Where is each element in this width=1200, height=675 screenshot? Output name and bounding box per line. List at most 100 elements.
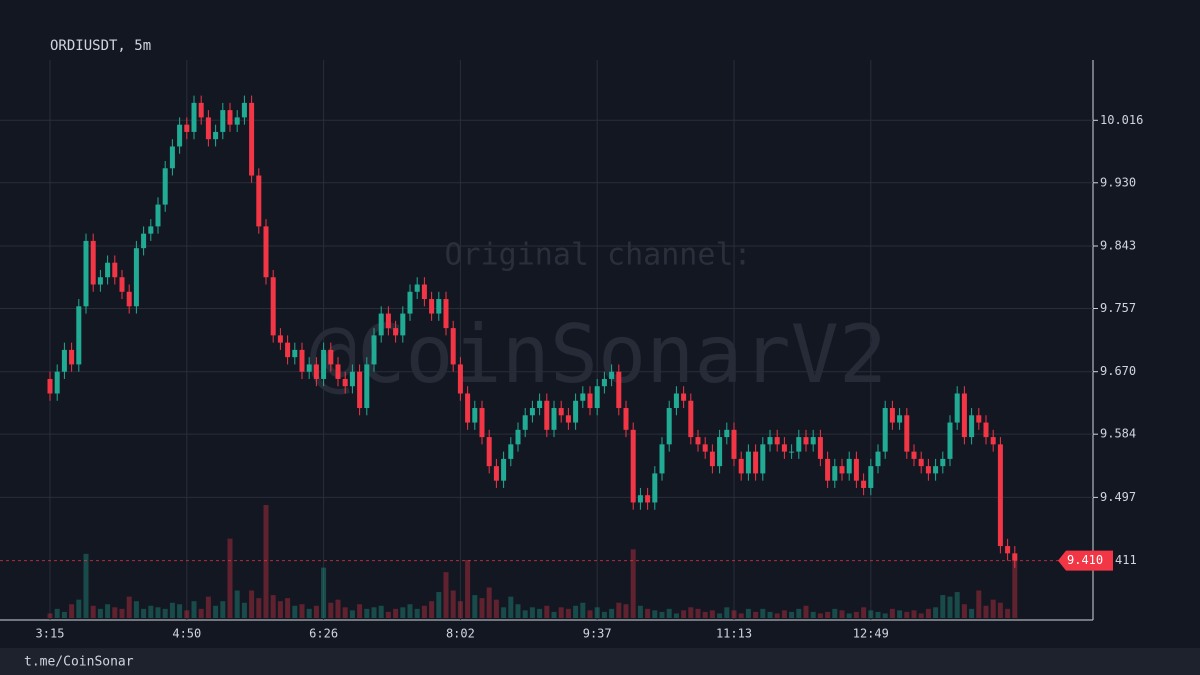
volume-bar xyxy=(925,608,931,618)
volume-bar xyxy=(760,608,766,618)
volume-bar xyxy=(155,607,161,618)
volume-bar xyxy=(213,605,219,618)
volume-bar xyxy=(61,611,67,618)
volume-bar xyxy=(263,505,269,618)
candle-body xyxy=(623,408,629,430)
candle-body xyxy=(594,386,600,409)
volume-bar xyxy=(803,605,809,618)
candle-body xyxy=(1005,546,1011,554)
candle-body xyxy=(285,342,291,358)
volume-bar xyxy=(112,607,118,618)
candle-body xyxy=(177,124,183,147)
candle-body xyxy=(486,437,492,467)
candle-body xyxy=(796,437,802,452)
volume-bar xyxy=(148,605,154,618)
volume-bar xyxy=(630,549,636,618)
volume-bar xyxy=(508,596,514,618)
candle-body xyxy=(321,349,327,379)
candle-body xyxy=(407,291,413,314)
candle-body xyxy=(695,437,701,445)
candle-body xyxy=(565,415,571,423)
volume-bar xyxy=(594,607,600,618)
volume-bar xyxy=(90,605,96,618)
candle-body xyxy=(774,437,780,445)
volume-bar xyxy=(875,611,881,618)
volume-bar xyxy=(198,608,204,618)
candle-body xyxy=(969,415,975,438)
volume-bar xyxy=(997,602,1003,618)
candle-body xyxy=(105,262,111,278)
candle-body xyxy=(357,371,363,409)
candle-body xyxy=(227,110,233,125)
candle-body xyxy=(249,102,255,176)
volume-bar xyxy=(918,613,924,618)
volume-bar xyxy=(738,613,744,618)
volume-bar xyxy=(731,610,737,618)
candle-body xyxy=(652,473,658,503)
volume-bar xyxy=(753,611,759,618)
volume-bar xyxy=(414,608,420,618)
x-tick-label: 12:49 xyxy=(853,627,889,641)
candle-body xyxy=(335,364,341,379)
candle-body xyxy=(371,335,377,365)
candle-body xyxy=(184,124,190,132)
volume-bar xyxy=(486,587,492,618)
volume-bar xyxy=(277,601,283,618)
volume-bar xyxy=(220,601,226,618)
candle-body xyxy=(349,371,355,387)
candle-body xyxy=(889,408,895,423)
candle-body xyxy=(429,299,435,314)
last-price-tag xyxy=(1058,550,1113,571)
candle-body xyxy=(760,444,766,474)
y-tick-label: 9.584 xyxy=(1100,427,1136,441)
volume-bar xyxy=(227,538,233,618)
candle-body xyxy=(933,466,939,474)
volume-bar xyxy=(558,607,564,618)
candle-body xyxy=(630,429,636,503)
candle-body xyxy=(76,306,82,365)
volume-bar xyxy=(436,592,442,618)
volume-bar xyxy=(774,613,780,618)
volume-bar xyxy=(645,608,651,618)
candle-body xyxy=(443,299,449,329)
volume-bar xyxy=(205,596,211,618)
candle-body xyxy=(148,226,154,234)
volume-bar xyxy=(126,596,132,618)
candle-body xyxy=(47,378,53,394)
candle-body xyxy=(515,429,521,445)
volume-bar xyxy=(889,608,895,618)
candle-body xyxy=(493,466,499,481)
x-tick-label: 4:50 xyxy=(172,627,201,641)
candle-body xyxy=(119,277,125,292)
volume-bar xyxy=(652,610,658,618)
candle-body xyxy=(508,444,514,459)
candle-body xyxy=(277,335,283,343)
volume-bar xyxy=(177,604,183,618)
volume-bar xyxy=(933,607,939,618)
volume-bar xyxy=(573,605,579,618)
candle-body xyxy=(313,364,319,379)
x-tick-label: 3:15 xyxy=(36,627,65,641)
candle-body xyxy=(400,313,406,336)
candle-body xyxy=(501,458,507,481)
volume-bar xyxy=(234,590,240,618)
candle-body xyxy=(609,371,615,379)
candle-body xyxy=(292,349,298,358)
x-tick-label: 9:37 xyxy=(583,627,612,641)
chart-title: ORDIUSDT, 5m xyxy=(50,38,151,54)
volume-bar xyxy=(695,608,701,618)
candle-body xyxy=(810,437,816,445)
candle-body xyxy=(479,408,485,438)
volume-bar xyxy=(580,602,586,618)
volume-bar xyxy=(342,607,348,618)
volume-bar xyxy=(299,604,305,618)
candle-body xyxy=(169,146,175,169)
last-price-label: 9.410 xyxy=(1067,553,1103,567)
volume-bar xyxy=(659,611,665,618)
volume-bar xyxy=(882,613,888,618)
volume-bar xyxy=(983,605,989,618)
candle-body xyxy=(126,291,132,307)
volume-bar xyxy=(292,605,298,618)
volume-bar xyxy=(421,605,427,618)
candle-body xyxy=(421,284,427,300)
